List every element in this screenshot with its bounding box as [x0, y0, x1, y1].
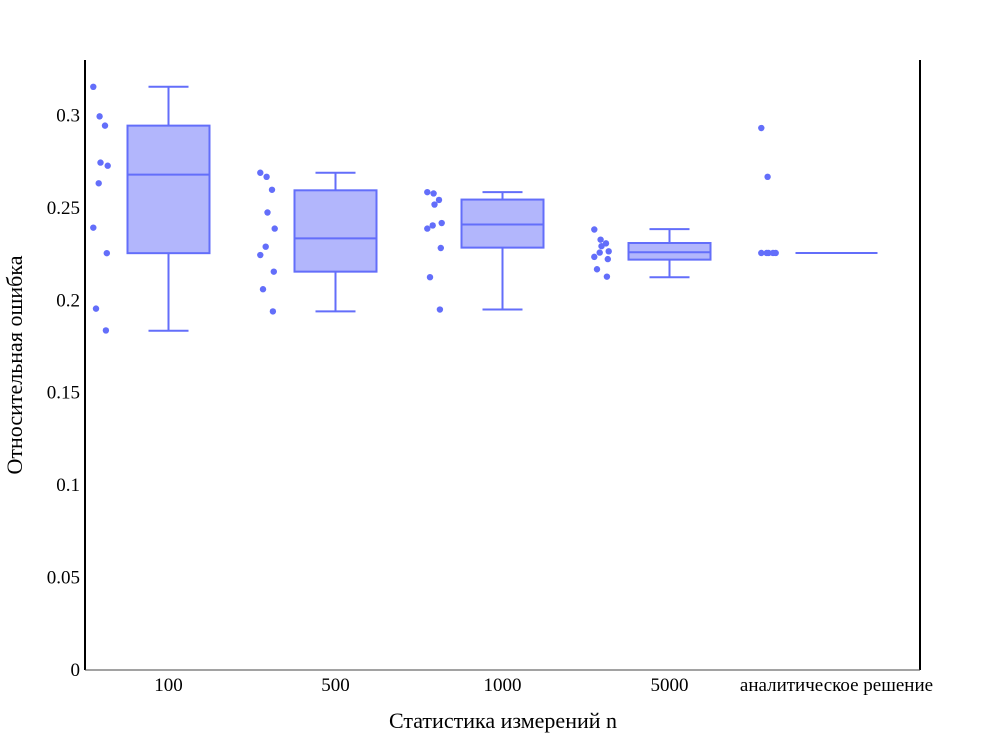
- y-axis-title: Относительная ошибка: [2, 255, 27, 474]
- x-tick-label: 500: [321, 675, 350, 696]
- x-tick-label: 1000: [484, 675, 522, 696]
- x-tick-label: аналитическое решение: [740, 675, 933, 696]
- box-group: [758, 124, 878, 257]
- data-point: [598, 242, 605, 250]
- data-point: [90, 224, 97, 231]
- data-point: [103, 249, 111, 257]
- y-tick-label: 0.25: [47, 198, 80, 219]
- data-point: [257, 169, 264, 176]
- data-point: [259, 286, 267, 293]
- y-tick-label: 0.2: [56, 290, 80, 311]
- y-tick-label: 0.05: [47, 568, 80, 589]
- y-axis-ticks: 0 0.05 0.1 0.15 0.2 0.25 0.3: [47, 105, 80, 681]
- data-point: [591, 253, 598, 261]
- data-point: [264, 209, 271, 216]
- data-point: [758, 124, 765, 132]
- plot-area: [90, 83, 878, 334]
- data-point: [268, 186, 276, 193]
- data-point: [435, 196, 443, 204]
- data-point: [270, 268, 277, 275]
- data-point: [426, 273, 434, 281]
- data-point: [263, 173, 270, 181]
- data-point: [764, 173, 771, 181]
- data-point: [604, 255, 611, 263]
- box-group: [90, 83, 211, 334]
- x-tick-label: 5000: [651, 675, 689, 696]
- data-point: [97, 159, 104, 166]
- data-point: [772, 249, 779, 257]
- data-point: [92, 305, 100, 312]
- x-axis-title: Статистика измерений n: [389, 708, 617, 733]
- data-point: [257, 251, 264, 259]
- data-point: [95, 180, 102, 187]
- data-point: [96, 113, 103, 120]
- data-point: [437, 244, 444, 252]
- data-point: [763, 249, 770, 257]
- iqr-box: [293, 189, 378, 273]
- y-tick-label: 0.3: [56, 105, 80, 126]
- y-tick-label: 0.1: [56, 475, 80, 496]
- data-point: [90, 83, 97, 91]
- iqr-box: [126, 124, 211, 255]
- data-point: [605, 248, 612, 255]
- data-point: [430, 190, 437, 197]
- box-group: [257, 169, 378, 315]
- data-point: [102, 327, 110, 334]
- data-point: [104, 162, 111, 169]
- x-axis-ticks: 100 500 1000 5000 аналитическое решение: [154, 675, 933, 696]
- data-point: [597, 236, 604, 243]
- data-point: [431, 201, 438, 208]
- data-point: [271, 225, 278, 232]
- data-point: [593, 266, 601, 273]
- box-group: [424, 188, 545, 313]
- data-point: [424, 225, 431, 232]
- y-tick-label: 0.15: [47, 383, 80, 404]
- y-tick-label: 0: [71, 660, 81, 681]
- data-point: [262, 243, 269, 250]
- data-point: [596, 249, 603, 256]
- data-point: [269, 308, 277, 315]
- data-point: [758, 249, 765, 257]
- data-point: [429, 222, 436, 229]
- data-point: [436, 306, 444, 313]
- data-point: [424, 188, 431, 196]
- data-point: [603, 273, 611, 280]
- data-point: [101, 122, 109, 129]
- x-tick-label: 100: [154, 675, 183, 696]
- box-group: [591, 226, 712, 280]
- data-point: [591, 226, 598, 233]
- data-point: [438, 219, 445, 227]
